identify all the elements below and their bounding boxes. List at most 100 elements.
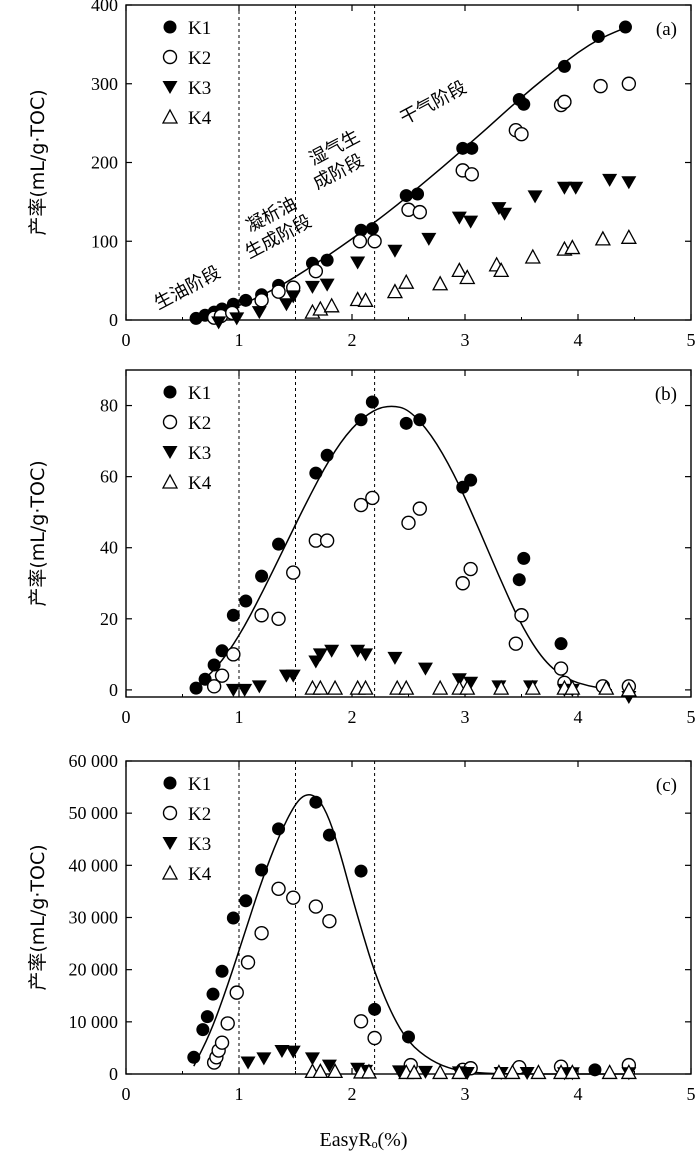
data-point [508, 636, 524, 651]
data-point [553, 661, 569, 676]
data-point [621, 176, 637, 190]
data-point [463, 215, 479, 229]
series-k4 [304, 679, 637, 697]
y-tick-label: 10 000 [69, 1012, 119, 1032]
y-tick-label: 200 [91, 153, 118, 173]
series-k3 [211, 173, 637, 330]
series-k2 [206, 881, 637, 1078]
data-point [187, 1050, 201, 1064]
legend: K1 K2 K3 K4 [161, 774, 212, 885]
stage-annotation: 干气阶段 [397, 77, 470, 129]
data-point [386, 283, 404, 299]
data-point [401, 515, 416, 531]
y-axis-title: 产率(mL/g·TOC) [27, 844, 49, 990]
chart-panel-3: 0 1 2 3 4 5 0 10 000 20 000 30 000 40 000 50 000 60 … [27, 751, 696, 1151]
legend-label: K2 [188, 48, 211, 69]
y-tick-label: 60 000 [69, 751, 119, 771]
data-point [464, 167, 479, 182]
data-point [564, 239, 581, 255]
y-tick-label: 40 [100, 538, 118, 558]
data-point [412, 204, 427, 220]
data-point [239, 293, 253, 307]
data-point [456, 141, 470, 155]
data-point [226, 911, 240, 925]
data-point [621, 76, 637, 91]
data-point [493, 262, 510, 278]
legend-label: K2 [188, 804, 211, 825]
data-point [189, 681, 203, 695]
data-point [368, 1002, 382, 1016]
data-point [215, 644, 229, 658]
data-point [255, 863, 269, 877]
data-point [206, 987, 220, 1001]
x-tick-label: 2 [348, 1084, 357, 1104]
data-point [229, 985, 244, 1000]
data-point [354, 864, 368, 878]
x-tick-label: 1 [235, 1084, 244, 1104]
data-point [350, 644, 366, 658]
data-point [357, 679, 374, 695]
x-tick-label: 4 [574, 330, 583, 350]
y-axis-title: 产率(mL/g·TOC) [27, 460, 49, 606]
data-point [406, 1064, 423, 1080]
data-point [352, 234, 368, 249]
data-point [568, 181, 584, 195]
data-point [324, 644, 340, 658]
data-point [215, 964, 229, 978]
data-point [322, 913, 337, 929]
data-point [504, 1064, 521, 1080]
data-point [514, 126, 529, 142]
data-point [459, 269, 476, 285]
data-point [286, 565, 301, 580]
data-point [319, 278, 335, 292]
x-tick-label: 3 [461, 1084, 470, 1104]
data-point [304, 280, 320, 294]
legend-label: K4 [188, 864, 212, 885]
data-point [564, 679, 581, 695]
data-point [620, 681, 637, 697]
x-tick-label: 5 [687, 707, 696, 727]
data-point [417, 662, 433, 676]
series-k4 [304, 228, 637, 319]
data-point [591, 30, 605, 43]
data-point [240, 955, 256, 970]
data-point [451, 673, 467, 687]
data-point [272, 822, 286, 836]
data-point [226, 647, 241, 662]
legend-marker-k2 [162, 49, 178, 65]
data-point [251, 306, 267, 320]
data-point [320, 448, 334, 462]
data-point [226, 608, 240, 622]
data-point [459, 1066, 475, 1080]
data-point [239, 594, 253, 608]
data-point [367, 234, 382, 249]
data-point [557, 59, 571, 73]
series-k1 [187, 795, 602, 1077]
data-point [524, 679, 541, 695]
data-point [564, 1064, 581, 1080]
y-tick-label: 20 [100, 609, 118, 629]
data-point [527, 190, 543, 204]
panel-label: (c) [656, 775, 677, 796]
data-point [598, 679, 615, 695]
data-point [398, 273, 415, 289]
x-tick-label: 1 [235, 707, 244, 727]
data-point [271, 284, 286, 299]
legend-marker-k3 [162, 81, 178, 94]
data-point [402, 1030, 415, 1044]
data-point [451, 1064, 468, 1080]
data-point [278, 298, 294, 312]
data-point [254, 608, 269, 623]
y-tick-label: 20 000 [69, 960, 119, 980]
legend-marker-k4 [161, 864, 179, 880]
data-point [365, 490, 380, 506]
legend-label: K1 [188, 18, 211, 39]
data-point [319, 533, 335, 548]
x-axis-title: EasyRₒ(%) [320, 1129, 408, 1151]
x-tick-label: 4 [574, 1084, 583, 1104]
data-point [309, 795, 323, 809]
data-point [593, 78, 608, 94]
data-point [417, 1065, 433, 1079]
chart-panel-2: 0 1 2 3 4 5 0 20 40 60 80 产率(mL/g·TOC) K1 K2 K3 K4 (b) [27, 369, 696, 727]
